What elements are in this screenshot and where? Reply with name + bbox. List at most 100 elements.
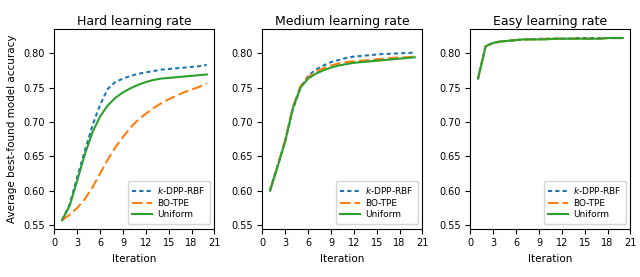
$k$-DPP-RBF bbox=[104, 87, 111, 91]
X-axis label: Iteration: Iteration bbox=[528, 254, 573, 264]
$k$-DPP-RBF bbox=[520, 38, 527, 41]
X-axis label: Iteration: Iteration bbox=[320, 254, 365, 264]
$k$-DPP-RBF bbox=[566, 37, 573, 40]
Title: Medium learning rate: Medium learning rate bbox=[275, 15, 410, 28]
$k$-DPP-RBF bbox=[188, 65, 195, 69]
Uniform bbox=[482, 45, 490, 48]
Uniform bbox=[411, 56, 419, 59]
$k$-DPP-RBF bbox=[619, 36, 627, 40]
Uniform bbox=[512, 39, 520, 42]
BO-TPE bbox=[266, 189, 274, 192]
$k$-DPP-RBF bbox=[573, 36, 581, 40]
BO-TPE bbox=[127, 126, 134, 129]
$k$-DPP-RBF bbox=[604, 36, 611, 40]
$k$-DPP-RBF bbox=[588, 36, 596, 40]
Uniform bbox=[266, 189, 274, 192]
Uniform bbox=[188, 74, 195, 78]
BO-TPE bbox=[373, 58, 381, 61]
Legend: $k$-DPP-RBF, BO-TPE, Uniform: $k$-DPP-RBF, BO-TPE, Uniform bbox=[336, 181, 418, 224]
BO-TPE bbox=[312, 70, 319, 73]
$k$-DPP-RBF bbox=[111, 80, 119, 84]
BO-TPE bbox=[619, 36, 627, 40]
$k$-DPP-RBF bbox=[482, 45, 490, 48]
$k$-DPP-RBF bbox=[289, 108, 297, 111]
$k$-DPP-RBF bbox=[203, 63, 211, 66]
BO-TPE bbox=[527, 38, 535, 41]
Line: Uniform: Uniform bbox=[62, 75, 207, 220]
Uniform bbox=[127, 87, 134, 90]
$k$-DPP-RBF bbox=[535, 37, 543, 40]
BO-TPE bbox=[550, 37, 558, 40]
Uniform bbox=[527, 38, 535, 41]
BO-TPE bbox=[81, 197, 89, 201]
$k$-DPP-RBF bbox=[581, 36, 589, 40]
Uniform bbox=[180, 75, 188, 78]
BO-TPE bbox=[165, 98, 173, 101]
Uniform bbox=[289, 107, 297, 110]
BO-TPE bbox=[188, 88, 195, 91]
BO-TPE bbox=[172, 94, 180, 98]
$k$-DPP-RBF bbox=[66, 203, 74, 206]
BO-TPE bbox=[119, 135, 127, 139]
Title: Hard learning rate: Hard learning rate bbox=[77, 15, 192, 28]
Y-axis label: Average best-found model accuracy: Average best-found model accuracy bbox=[8, 35, 17, 223]
$k$-DPP-RBF bbox=[274, 164, 282, 167]
Uniform bbox=[497, 40, 505, 43]
Uniform bbox=[81, 153, 89, 156]
$k$-DPP-RBF bbox=[119, 77, 127, 80]
$k$-DPP-RBF bbox=[596, 36, 604, 40]
$k$-DPP-RBF bbox=[195, 65, 203, 68]
BO-TPE bbox=[89, 186, 97, 189]
BO-TPE bbox=[581, 37, 589, 40]
BO-TPE bbox=[150, 107, 157, 110]
Uniform bbox=[312, 72, 319, 75]
$k$-DPP-RBF bbox=[550, 37, 558, 40]
$k$-DPP-RBF bbox=[142, 71, 150, 74]
$k$-DPP-RBF bbox=[134, 72, 142, 75]
BO-TPE bbox=[543, 37, 550, 40]
Uniform bbox=[543, 38, 550, 41]
BO-TPE bbox=[180, 91, 188, 94]
X-axis label: Iteration: Iteration bbox=[112, 254, 157, 264]
$k$-DPP-RBF bbox=[474, 77, 482, 80]
$k$-DPP-RBF bbox=[403, 52, 411, 55]
Uniform bbox=[297, 86, 305, 89]
Uniform bbox=[335, 64, 342, 67]
Uniform bbox=[505, 39, 513, 42]
$k$-DPP-RBF bbox=[127, 74, 134, 78]
Uniform bbox=[566, 37, 573, 40]
Line: Uniform: Uniform bbox=[270, 57, 415, 191]
$k$-DPP-RBF bbox=[543, 37, 550, 40]
Uniform bbox=[282, 140, 289, 143]
Uniform bbox=[358, 60, 365, 64]
BO-TPE bbox=[520, 38, 527, 41]
BO-TPE bbox=[350, 60, 358, 63]
Uniform bbox=[388, 58, 396, 61]
$k$-DPP-RBF bbox=[358, 54, 365, 58]
Line: BO-TPE: BO-TPE bbox=[270, 57, 415, 191]
Uniform bbox=[104, 104, 111, 107]
BO-TPE bbox=[58, 219, 66, 222]
BO-TPE bbox=[512, 39, 520, 42]
BO-TPE bbox=[342, 60, 350, 64]
$k$-DPP-RBF bbox=[497, 40, 505, 43]
BO-TPE bbox=[142, 112, 150, 115]
$k$-DPP-RBF bbox=[350, 55, 358, 58]
Uniform bbox=[327, 66, 335, 69]
Uniform bbox=[195, 73, 203, 77]
Uniform bbox=[474, 77, 482, 80]
Uniform bbox=[380, 58, 388, 62]
Uniform bbox=[581, 37, 589, 40]
Line: BO-TPE: BO-TPE bbox=[478, 38, 623, 79]
BO-TPE bbox=[327, 64, 335, 67]
BO-TPE bbox=[134, 118, 142, 122]
Uniform bbox=[573, 37, 581, 40]
$k$-DPP-RBF bbox=[96, 103, 104, 106]
Uniform bbox=[142, 80, 150, 84]
$k$-DPP-RBF bbox=[512, 39, 520, 42]
Uniform bbox=[558, 37, 566, 40]
BO-TPE bbox=[282, 138, 289, 142]
Uniform bbox=[520, 38, 527, 41]
Uniform bbox=[535, 38, 543, 41]
BO-TPE bbox=[297, 84, 305, 88]
